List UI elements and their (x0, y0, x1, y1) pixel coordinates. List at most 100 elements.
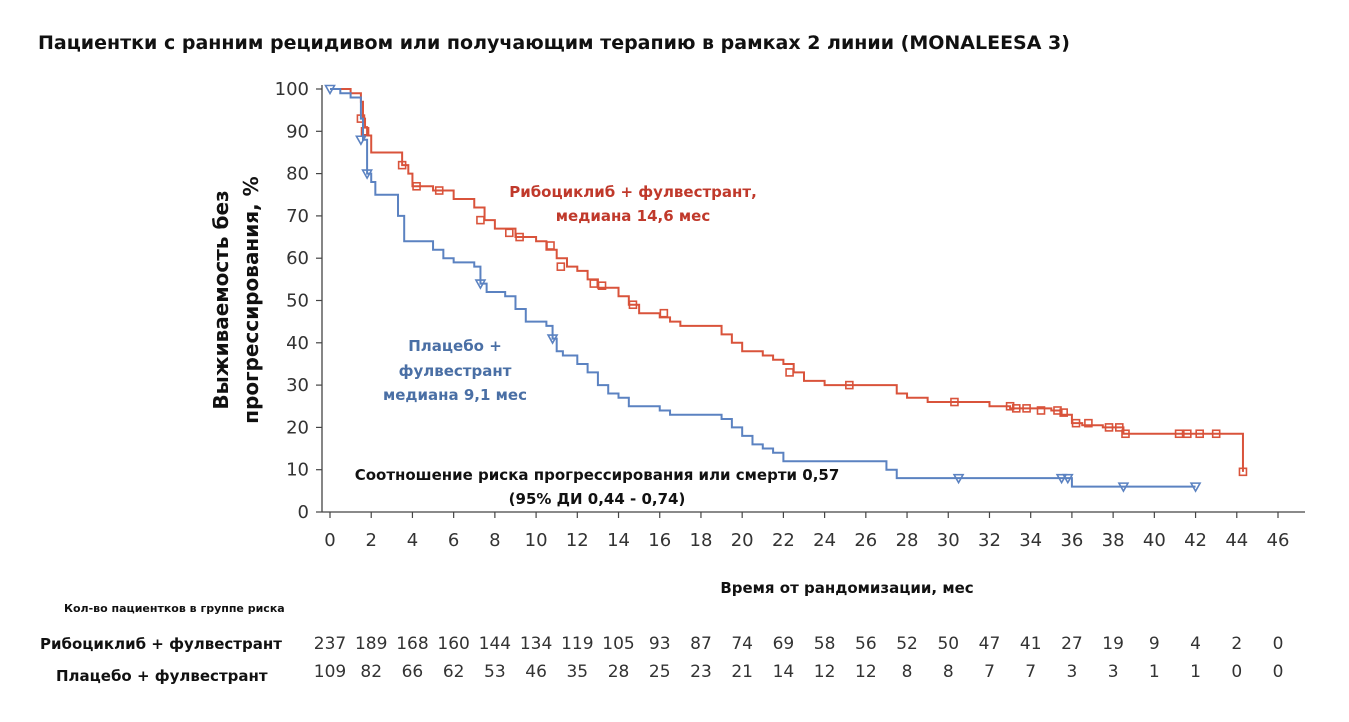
risk-row-label-ribo: Рибоциклиб + фулвестрант (40, 635, 282, 653)
ribo-censor-mark (360, 127, 370, 136)
ribo-censor-mark (1084, 418, 1093, 428)
risk-value: 0 (1273, 662, 1284, 682)
y-tick-label: 40 (286, 333, 309, 354)
y-tick-label: 60 (286, 248, 309, 269)
x-tick-label: 16 (648, 530, 671, 551)
ribo-censor-mark (1238, 467, 1248, 477)
ribo-censor-mark (397, 160, 407, 170)
placebo-annotation-line3: медиана 9,1 мес (383, 386, 527, 404)
ribo-censor-mark (434, 186, 444, 195)
x-tick-label: 38 (1102, 530, 1125, 551)
risk-value: 1 (1149, 662, 1160, 682)
risk-value: 52 (896, 634, 918, 654)
risk-value: 14 (773, 662, 795, 682)
x-axis-label: Время от рандомизации, мес (720, 579, 973, 597)
risk-value: 8 (902, 662, 913, 682)
risk-value: 27 (1061, 634, 1083, 654)
x-tick-label: 34 (1019, 530, 1042, 551)
risk-value: 66 (402, 662, 424, 682)
risk-value: 41 (1020, 634, 1042, 654)
risk-value: 74 (731, 634, 753, 654)
ribo-censor-mark (845, 380, 854, 390)
ribo-censor-mark (1211, 429, 1221, 439)
ribo-censor-mark (1115, 423, 1124, 432)
ribo-censor-mark (659, 308, 669, 318)
chart-title: Пациентки с ранним рецидивом или получаю… (38, 32, 1070, 54)
y-axis-label-line2: прогрессирования, % (239, 176, 263, 423)
risk-value: 21 (731, 662, 753, 682)
x-tick-label: 28 (896, 530, 919, 551)
x-tick-label: 20 (731, 530, 754, 551)
risk-value: 47 (979, 634, 1001, 654)
ribo-censor-mark (1183, 429, 1192, 439)
ribo-censor-mark (412, 181, 421, 191)
ribo-censor-mark (1071, 418, 1081, 428)
risk-value: 35 (566, 662, 588, 682)
risk-value: 50 (937, 634, 959, 654)
risk-value: 93 (649, 634, 671, 654)
risk-value: 12 (814, 662, 836, 682)
x-tick-label: 36 (1060, 530, 1083, 551)
ribo-censor-mark (556, 262, 566, 271)
ribo-censor-mark (1104, 423, 1114, 432)
placebo-censor-mark (1189, 482, 1202, 493)
risk-value: 19 (1102, 634, 1124, 654)
risk-value: 3 (1066, 662, 1077, 682)
y-tick-label: 10 (286, 460, 309, 481)
placebo-censor-mark (1061, 473, 1074, 485)
risk-value: 56 (855, 634, 877, 654)
risk-value: 237 (314, 634, 346, 654)
risk-value: 87 (690, 634, 712, 654)
risk-value: 0 (1273, 634, 1284, 654)
ribo-censor-mark (1121, 429, 1130, 439)
risk-value: 168 (396, 634, 428, 654)
ribo-censor-mark (476, 215, 485, 225)
risk-value: 189 (355, 634, 387, 654)
risk-row-label-placebo: Плацебо + фулвестрант (56, 667, 268, 685)
ribo-survival-curve (330, 88, 1244, 472)
risk-value: 25 (649, 662, 671, 682)
ribo-censor-mark (504, 228, 514, 238)
x-tick-label: 44 (1225, 530, 1248, 551)
risk-value: 12 (855, 662, 877, 682)
risk-value: 0 (1231, 662, 1242, 682)
x-tick-label: 24 (813, 530, 836, 551)
y-tick-label: 70 (286, 206, 309, 227)
ribo-censor-mark (1011, 404, 1021, 413)
risk-value: 3 (1108, 662, 1119, 682)
ribo-censor-mark (1022, 404, 1031, 413)
risk-value: 8 (943, 662, 954, 682)
risk-value: 53 (484, 662, 506, 682)
x-tick-label: 2 (365, 530, 376, 551)
ribo-annotation-line1: Рибоциклиб + фулвестрант, (509, 183, 757, 201)
x-tick-label: 32 (978, 530, 1001, 551)
ribo-censor-mark (546, 241, 555, 250)
risk-value: 4 (1190, 634, 1201, 654)
risk-value: 58 (814, 634, 836, 654)
ribo-censor-mark (1059, 408, 1068, 417)
x-tick-label: 4 (407, 530, 418, 551)
ribo-censor-mark (515, 232, 524, 242)
y-tick-label: 0 (298, 502, 309, 523)
ribo-censor-mark (1174, 429, 1184, 439)
ribo-censor-mark (1036, 406, 1046, 415)
risk-value: 119 (561, 634, 593, 654)
risk-value: 9 (1149, 634, 1160, 654)
placebo-censor-mark (546, 334, 559, 345)
placebo-censor-mark (1117, 482, 1130, 493)
y-tick-label: 50 (286, 291, 309, 312)
x-tick-label: 0 (324, 530, 335, 551)
series-layer (324, 84, 1248, 493)
ribo-censor-mark (589, 279, 599, 288)
x-tick-label: 46 (1267, 530, 1290, 551)
risk-value: 2 (1231, 634, 1242, 654)
placebo-censor-mark (355, 135, 367, 146)
x-tick-label: 8 (489, 530, 500, 551)
risk-table-header: Кол-во пациентков в группе риска (64, 602, 285, 615)
risk-value: 46 (525, 662, 547, 682)
x-tick-label: 42 (1184, 530, 1207, 551)
y-axis-label-line1: Выживаемость без (209, 190, 233, 409)
x-tick-label: 12 (566, 530, 589, 551)
risk-value: 7 (984, 662, 995, 682)
